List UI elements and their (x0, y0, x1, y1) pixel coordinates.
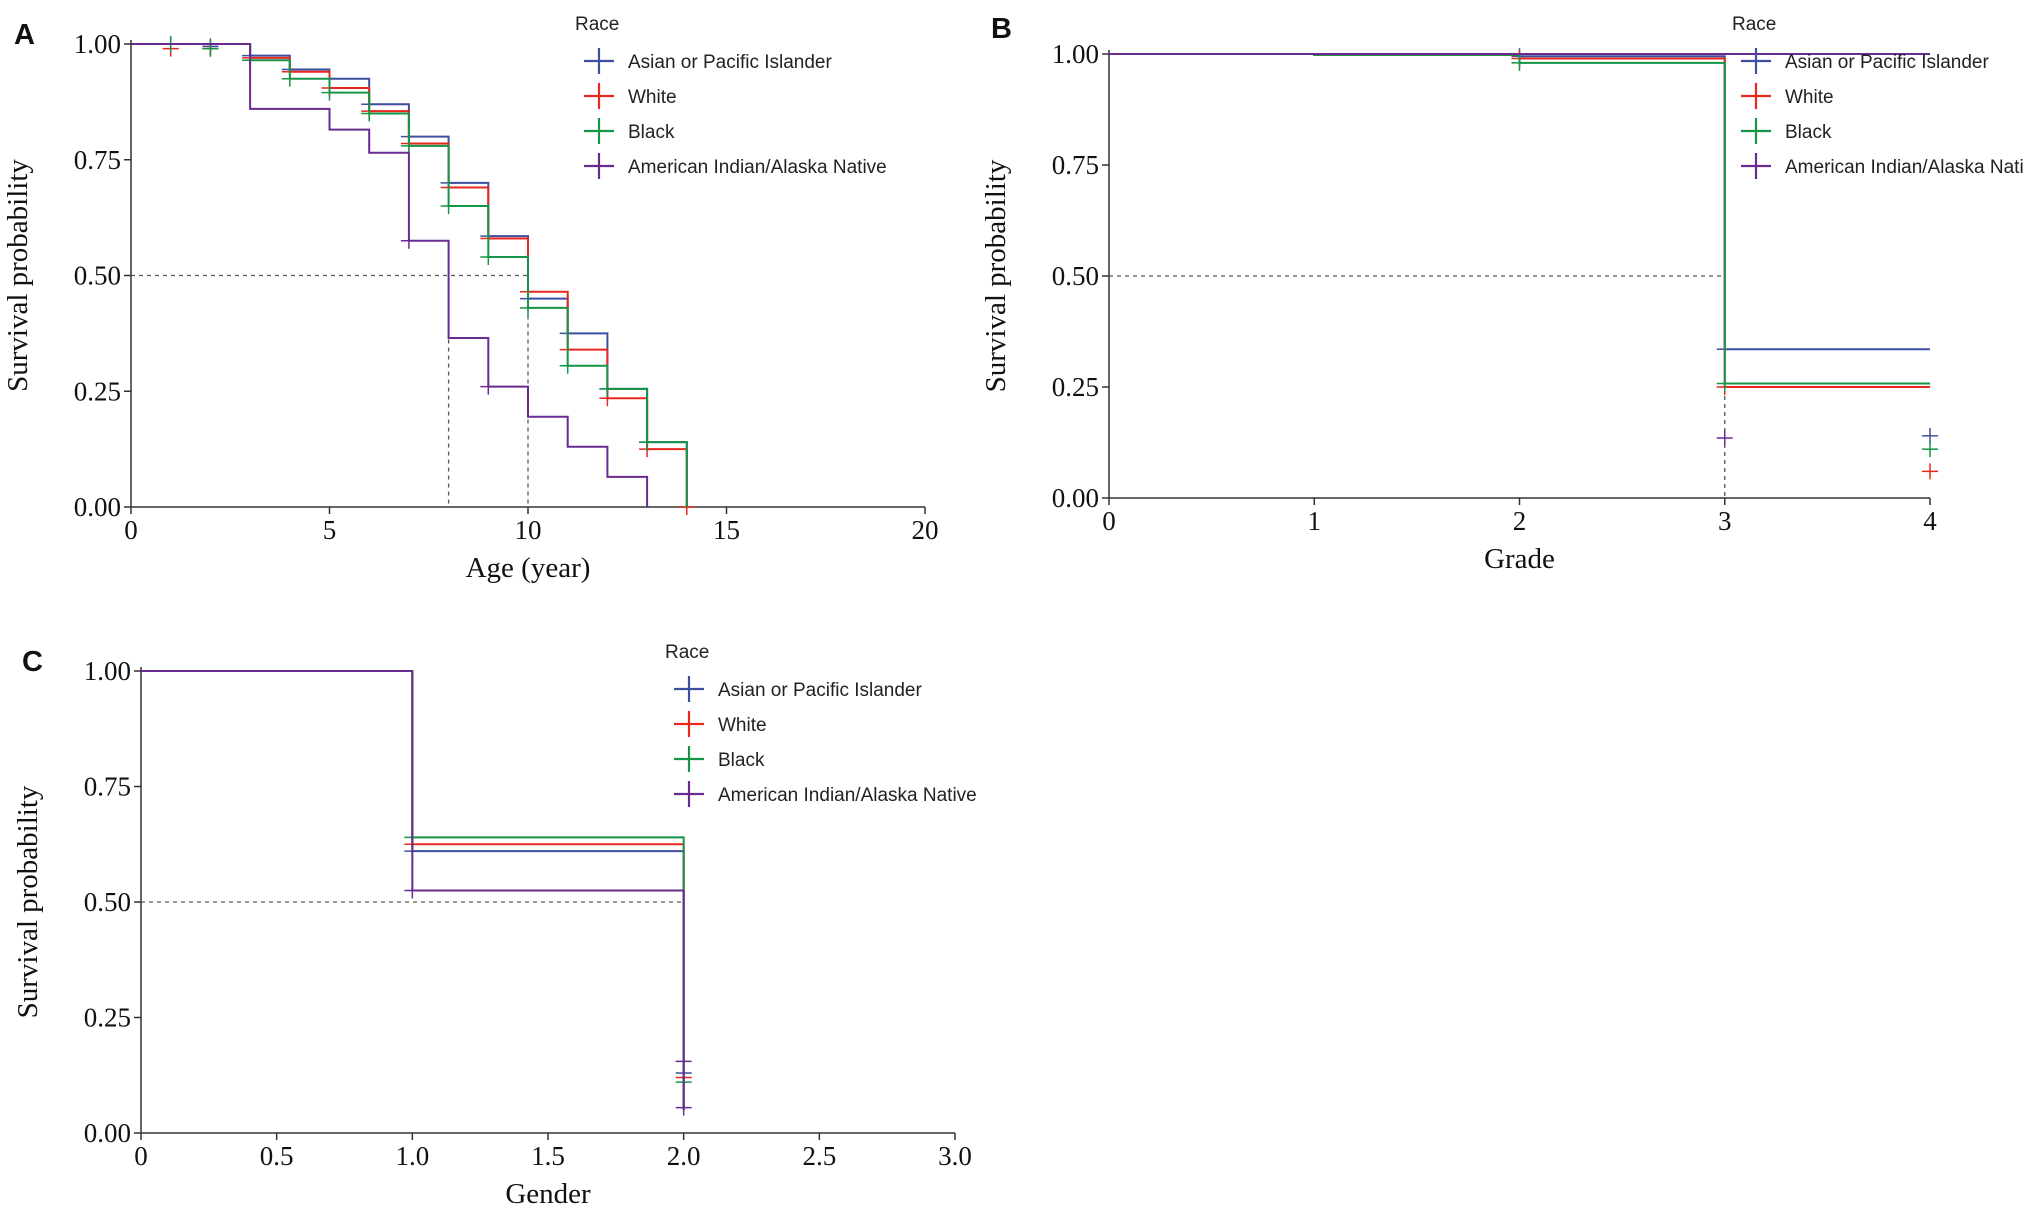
y-tick-label: 1.00 (74, 29, 121, 59)
x-tick-label: 15 (713, 515, 740, 545)
y-tick-label: 0.25 (1052, 372, 1099, 402)
y-tick-label: 0.75 (1052, 150, 1099, 180)
legend-title: Race (575, 14, 619, 35)
panel-letter: C (22, 646, 43, 678)
x-tick-label: 1 (1308, 506, 1322, 536)
x-tick-label: 3 (1718, 506, 1732, 536)
legend: Race Asian or Pacific Islander White Black A… (1732, 14, 2024, 179)
x-tick-label: 0 (124, 515, 138, 545)
y-tick-label: 0.50 (1052, 261, 1099, 291)
chart-panel-b: B 0.00 0.25 0.50 0.75 1.00 0 1 2 3 4 Grade Survival … (980, 13, 2024, 575)
y-tick-label: 0.50 (74, 261, 121, 291)
y-tick-label: 0.00 (1052, 483, 1099, 513)
legend-label: American Indian/Alaska Native (1785, 157, 2024, 178)
legend-title: Race (1732, 14, 1776, 35)
y-tick-label: 0.00 (74, 492, 121, 522)
legend: Race Asian or Pacific Islander White Black A… (575, 14, 887, 179)
survival-curve-american-indian (131, 43, 649, 507)
y-tick-label: 0.25 (84, 1003, 131, 1033)
legend-label: White (628, 87, 677, 108)
series-black (1109, 53, 1938, 458)
y-tick-label: 1.00 (84, 656, 131, 686)
x-tick-label: 0.5 (260, 1141, 294, 1171)
panel-letter: A (14, 19, 35, 51)
y-axis-title: Survival probability (12, 785, 44, 1018)
x-tick-label: 3.0 (938, 1141, 972, 1171)
x-tick-label: 1.0 (395, 1141, 429, 1171)
x-tick-label: 1.5 (531, 1141, 565, 1171)
legend-label: Asian or Pacific Islander (718, 680, 922, 701)
legend-label: Black (1785, 122, 1832, 143)
y-tick-label: 1.00 (1052, 39, 1099, 69)
legend-label: White (718, 715, 767, 736)
legend-label: American Indian/Alaska Native (718, 785, 977, 806)
x-tick-label: 20 (912, 515, 939, 545)
series-asian (131, 36, 688, 507)
legend-title: Race (665, 642, 709, 663)
y-tick-label: 0.25 (74, 376, 121, 406)
x-tick-label: 2 (1513, 506, 1527, 536)
series-american-indian (141, 670, 692, 1116)
x-tick-label: 0 (134, 1141, 148, 1171)
series-white (1109, 50, 1938, 480)
x-tick-label: 5 (323, 515, 337, 545)
legend-label: Asian or Pacific Islander (1785, 52, 1989, 73)
x-tick-label: 4 (1923, 506, 1937, 536)
chart-panel-c: C 0.00 0.25 0.50 0.75 1.00 0 0.5 1.0 1.5 2.0 2.5 3.0… (12, 642, 977, 1210)
y-tick-label: 0.00 (84, 1118, 131, 1148)
chart-panel-a: A 0.00 0.25 0.50 0.75 1.00 0 5 10 15 20 Age (year) S… (2, 14, 939, 584)
y-tick-label: 0.75 (84, 772, 131, 802)
x-tick-label: 2.5 (802, 1141, 836, 1171)
x-tick-label: 0 (1102, 506, 1116, 536)
series-american-indian (131, 43, 649, 507)
y-axis-title: Survival probability (980, 159, 1012, 392)
x-axis-title: Age (year) (466, 552, 591, 584)
legend: Race Asian or Pacific Islander White Black A… (665, 642, 977, 807)
x-tick-label: 10 (515, 515, 542, 545)
x-axis-title: Grade (1484, 543, 1555, 575)
y-axis-title: Survival probability (2, 159, 34, 392)
y-tick-label: 0.50 (84, 887, 131, 917)
x-axis-title: Gender (505, 1178, 591, 1210)
legend-label: White (1785, 87, 1834, 108)
legend-label: Black (718, 750, 765, 771)
panel-letter: B (991, 13, 1012, 45)
x-tick-label: 2.0 (667, 1141, 701, 1171)
legend-label: Black (628, 122, 675, 143)
y-tick-label: 0.75 (74, 145, 121, 175)
legend-label: Asian or Pacific Islander (628, 52, 832, 73)
series-white (131, 40, 695, 515)
series-american-indian (1109, 53, 1930, 447)
legend-label: American Indian/Alaska Native (628, 157, 887, 178)
